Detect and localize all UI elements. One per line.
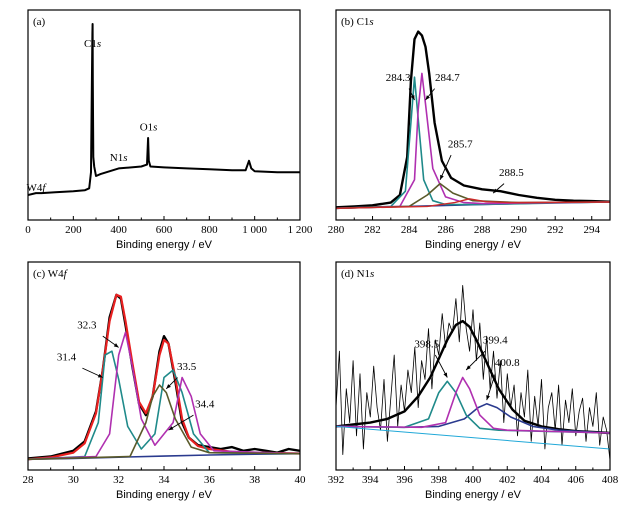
panel-b: 280 282 284 286 288 290 292 294 Binding energy /… xyxy=(328,9,611,251)
x-axis-label: Binding energy / eV xyxy=(116,239,213,251)
spectrum-line-3 xyxy=(336,72,610,210)
series-group xyxy=(336,285,610,461)
x-tick-label: 392 xyxy=(328,474,345,486)
x-tick-label: 292 xyxy=(547,224,564,236)
peak-annotation: W4f xyxy=(26,182,47,194)
spectrum-line-5 xyxy=(336,198,610,209)
peak-annotation: N1s xyxy=(110,152,128,164)
arrow-head xyxy=(97,373,103,378)
x-tick-label: 0 xyxy=(25,224,31,236)
arrow-head xyxy=(493,188,498,194)
spectrum-line-0 xyxy=(28,23,300,196)
arrow-head xyxy=(443,372,448,378)
panel-label: (d) N1s xyxy=(341,268,374,280)
spectrum-line-4 xyxy=(28,331,300,461)
peak-annotation: O1s xyxy=(140,121,158,133)
panel-c: 28 30 32 34 36 38 40 Binding energy / eV (c) W4f… xyxy=(23,261,307,501)
spectrum-line-1 xyxy=(28,293,300,461)
peak-annotation: 34.4 xyxy=(195,399,215,411)
arrow-head xyxy=(168,426,174,431)
x-tick-label: 600 xyxy=(156,224,173,236)
spectrum-line-2 xyxy=(336,76,610,210)
x-tick-label: 290 xyxy=(510,224,527,236)
leader-arrow xyxy=(168,414,194,431)
peak-annotation: 400.8 xyxy=(495,357,520,369)
arrow-head xyxy=(410,95,415,100)
spectrum-line-1 xyxy=(336,319,610,435)
peak-annotation: 288.5 xyxy=(499,167,524,179)
spectrum-line-0 xyxy=(336,30,610,209)
x-tick-label: 408 xyxy=(602,474,619,486)
x-axis-label: Binding energy / eV xyxy=(425,239,522,251)
x-tick-label: 402 xyxy=(499,474,516,486)
peak-annotation: 285.7 xyxy=(448,139,473,151)
x-axis-label: Binding energy / eV xyxy=(116,489,213,501)
plot-frame xyxy=(27,9,301,221)
peak-annotation: 399.4 xyxy=(483,335,508,347)
arrow-head xyxy=(486,395,490,401)
leader-arrow xyxy=(486,373,496,401)
plot-frame xyxy=(335,9,611,221)
peak-annotation: 398.5 xyxy=(414,338,439,350)
peak-annotation: 284.7 xyxy=(435,72,460,84)
x-tick-label: 284 xyxy=(401,224,418,236)
x-tick-label: 32 xyxy=(113,474,124,486)
series-group xyxy=(28,23,300,196)
x-tick-label: 400 xyxy=(110,224,127,236)
panel-d: 392 394 396 398 400 402 404 406 408 Binding energ… xyxy=(328,261,619,501)
x-tick-label: 38 xyxy=(249,474,261,486)
x-tick-label: 800 xyxy=(201,224,218,236)
x-tick-label: 398 xyxy=(431,474,448,486)
spectrum-line-0 xyxy=(336,285,610,461)
plot-frame xyxy=(27,261,301,471)
series-group xyxy=(336,30,610,210)
peak-annotation: 284.3 xyxy=(386,72,411,84)
x-tick-label: 28 xyxy=(23,474,35,486)
x-tick-label: 40 xyxy=(295,474,307,486)
x-tick-label: 394 xyxy=(362,474,379,486)
x-tick-label: 404 xyxy=(533,474,550,486)
x-tick-label: 34 xyxy=(159,474,171,486)
peak-annotation: 33.5 xyxy=(177,361,197,373)
panel-label: (b) C1s xyxy=(341,16,374,28)
x-tick-label: 1 000 xyxy=(242,224,267,236)
plot-frame xyxy=(335,261,611,471)
spectrum-line-3 xyxy=(336,380,610,434)
x-tick-label: 396 xyxy=(396,474,413,486)
x-tick-label: 288 xyxy=(474,224,491,236)
arrow-head xyxy=(466,365,471,370)
x-tick-label: 286 xyxy=(437,224,454,236)
x-tick-label: 30 xyxy=(68,474,80,486)
panel-a: 0 200 400 600 800 1 000 1 200 Binding energy / … xyxy=(25,9,313,251)
peak-annotation: 31.4 xyxy=(57,352,77,364)
arrow-head xyxy=(166,384,171,389)
arrow-head xyxy=(440,174,444,180)
x-tick-label: 200 xyxy=(65,224,82,236)
x-tick-label: 406 xyxy=(568,474,585,486)
x-tick-label: 400 xyxy=(465,474,482,486)
panel-label: (c) W4f xyxy=(33,268,69,280)
x-tick-label: 282 xyxy=(364,224,381,236)
peak-annotation: 32.3 xyxy=(77,320,97,332)
spectrum-line-4 xyxy=(336,376,610,434)
peak-annotation: C1s xyxy=(84,38,101,50)
x-tick-label: 280 xyxy=(328,224,345,236)
series-group xyxy=(28,293,300,461)
spectrum-line-3 xyxy=(28,350,300,461)
arrow-head xyxy=(425,95,430,100)
spectrum-line-5 xyxy=(336,425,610,450)
x-axis-label: Binding energy / eV xyxy=(425,489,522,501)
spectrum-line-5 xyxy=(28,384,300,461)
panel-label: (a) xyxy=(33,16,46,28)
arrow-head xyxy=(113,343,119,348)
x-tick-label: 294 xyxy=(583,224,600,236)
x-tick-label: 1 200 xyxy=(288,224,313,236)
x-tick-label: 36 xyxy=(204,474,216,486)
